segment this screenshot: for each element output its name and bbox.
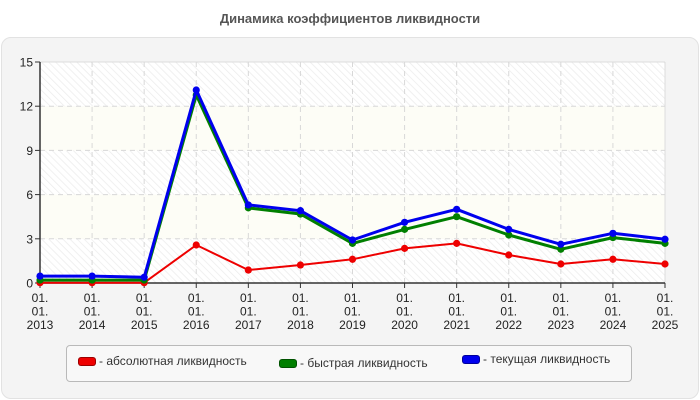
data-point[interactable] (296, 207, 305, 215)
svg-text:01.: 01. (344, 291, 361, 305)
svg-text:2013: 2013 (27, 318, 54, 332)
data-point[interactable] (609, 229, 617, 237)
svg-text:6: 6 (26, 188, 33, 202)
data-point[interactable] (505, 231, 513, 239)
data-point[interactable] (661, 235, 669, 243)
svg-text:01.: 01. (500, 305, 517, 319)
svg-text:01.: 01. (448, 291, 465, 305)
svg-text:01.: 01. (32, 291, 49, 305)
data-point[interactable] (609, 255, 617, 263)
legend-item-quick[interactable]: - быстрая ликвидность (279, 356, 428, 370)
data-point[interactable] (505, 225, 513, 233)
svg-text:01.: 01. (605, 291, 622, 305)
svg-text:01.: 01. (344, 305, 361, 319)
x-axis-labels: 01.01.201301.01.201401.01.201501.01.2016… (27, 291, 679, 332)
data-point[interactable] (505, 251, 513, 259)
svg-text:01.: 01. (552, 305, 569, 319)
svg-text:01.: 01. (500, 291, 517, 305)
data-point[interactable] (88, 272, 96, 280)
data-point[interactable] (557, 240, 565, 248)
legend-label: - текущая ликвидность (483, 352, 611, 366)
data-point[interactable] (453, 239, 461, 247)
legend-label: - быстрая ликвидность (300, 356, 428, 370)
data-point[interactable] (400, 218, 409, 226)
data-point[interactable] (400, 225, 409, 233)
svg-text:2014: 2014 (79, 318, 106, 332)
svg-text:01.: 01. (292, 291, 309, 305)
svg-text:3: 3 (26, 232, 33, 246)
legend-swatch-green (279, 358, 297, 368)
data-point[interactable] (348, 255, 357, 263)
legend: - абсолютная ликвидность - быстрая ликви… (66, 345, 632, 382)
svg-text:01.: 01. (396, 291, 413, 305)
svg-text:01.: 01. (605, 305, 622, 319)
svg-text:0: 0 (26, 277, 33, 291)
svg-text:2021: 2021 (443, 318, 470, 332)
data-point[interactable] (453, 213, 461, 221)
svg-text:01.: 01. (657, 291, 674, 305)
legend-item-current[interactable]: - текущая ликвидность (462, 352, 610, 366)
svg-text:15: 15 (20, 56, 34, 70)
svg-text:01.: 01. (292, 305, 309, 319)
svg-text:01.: 01. (240, 291, 257, 305)
svg-text:9: 9 (26, 144, 33, 158)
data-point[interactable] (453, 205, 461, 213)
data-point[interactable] (244, 201, 252, 209)
svg-text:2019: 2019 (339, 318, 366, 332)
legend-swatch-red (78, 356, 96, 366)
svg-text:2015: 2015 (131, 318, 158, 332)
data-point[interactable] (557, 260, 565, 268)
data-point[interactable] (36, 272, 44, 280)
svg-text:12: 12 (20, 100, 34, 114)
data-point[interactable] (140, 273, 148, 281)
svg-text:2018: 2018 (287, 318, 314, 332)
data-series (36, 86, 669, 287)
svg-text:01.: 01. (136, 305, 153, 319)
svg-text:2025: 2025 (652, 318, 679, 332)
data-point[interactable] (348, 236, 357, 244)
svg-text:01.: 01. (136, 291, 153, 305)
data-point[interactable] (400, 244, 409, 252)
svg-text:01.: 01. (188, 305, 205, 319)
svg-text:01.: 01. (32, 305, 49, 319)
legend-swatch-blue (462, 354, 480, 364)
data-point[interactable] (244, 266, 252, 274)
series-текущая-ликвидность (36, 86, 669, 281)
data-point[interactable] (192, 86, 200, 94)
svg-text:01.: 01. (448, 305, 465, 319)
svg-text:2024: 2024 (600, 318, 627, 332)
y-axis-labels: 0 3 6 9 12 15 (20, 56, 34, 291)
svg-text:01.: 01. (240, 305, 257, 319)
svg-text:2017: 2017 (235, 318, 262, 332)
svg-text:01.: 01. (84, 291, 101, 305)
svg-text:01.: 01. (552, 291, 569, 305)
svg-text:2016: 2016 (183, 318, 210, 332)
svg-text:01.: 01. (657, 305, 674, 319)
svg-text:2020: 2020 (391, 318, 418, 332)
svg-text:2022: 2022 (495, 318, 522, 332)
data-point[interactable] (296, 261, 305, 269)
svg-text:01.: 01. (396, 305, 413, 319)
data-point[interactable] (557, 245, 565, 253)
data-point[interactable] (661, 260, 669, 268)
legend-item-absolute[interactable]: - абсолютная ликвидность (78, 354, 247, 368)
svg-text:2023: 2023 (547, 318, 574, 332)
svg-text:01.: 01. (188, 291, 205, 305)
chart-title: Динамика коэффициентов ликвидности (219, 11, 481, 26)
legend-label: - абсолютная ликвидность (99, 354, 247, 368)
svg-text:01.: 01. (84, 305, 101, 319)
data-point[interactable] (192, 241, 200, 249)
